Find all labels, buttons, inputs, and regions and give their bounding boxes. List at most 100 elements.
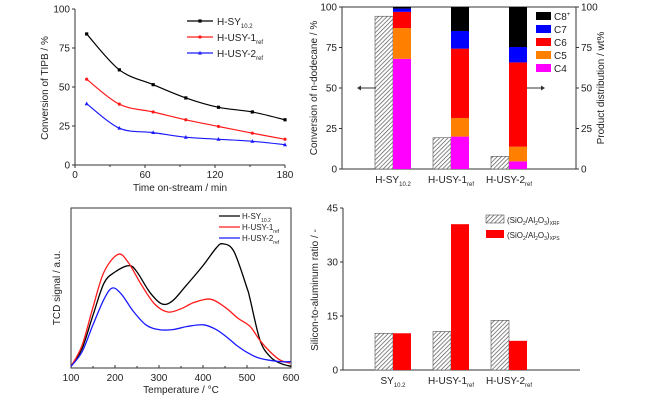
- tipb-legend-marker: [198, 50, 202, 55]
- dodecane-right-y-tick-label: 100: [581, 3, 598, 14]
- dodecane-y-tick-label: 75: [326, 43, 338, 54]
- tcd-signal-chart: TCD signal / a.u. Temperature / °C 100 20…: [52, 207, 300, 396]
- dodecane-stack-segment-c8: [509, 7, 527, 48]
- tcd-x-tick-label: 500: [239, 373, 256, 384]
- dodecane-stack-segment-c6: [393, 11, 411, 29]
- tipb-data-point: [85, 77, 89, 81]
- dodecane-category-label: H-USY-1ref: [428, 175, 474, 188]
- sar-category-label: H-USY-2ref: [486, 376, 532, 389]
- dodecane-right-y-tick-label: 0: [581, 165, 587, 176]
- dodecane-stack-segment-c5: [393, 28, 411, 59]
- dodecane-stack-segment-c6: [509, 62, 527, 147]
- dodecane-right-y-tick-label: 75: [581, 43, 593, 54]
- tipb-data-point: [250, 139, 255, 143]
- sar-xps-bar: [393, 333, 411, 370]
- tcd-legend-label: H-SY10.2: [242, 212, 271, 224]
- dodecane-legend-swatch: [536, 38, 551, 46]
- tcd-x-tick-label: 600: [283, 373, 300, 384]
- tcd-x-tick-label: 200: [107, 373, 124, 384]
- dodecane-legend-label: C4: [554, 64, 567, 75]
- tcd-x-tick-label: 300: [151, 373, 168, 384]
- sar-xrf-bar: [374, 332, 394, 371]
- dodecane-y-tick-label: 0: [331, 165, 337, 176]
- sar-xps-bar: [451, 224, 469, 370]
- tcd-y-axis-label: TCD signal / a.u.: [52, 251, 63, 325]
- tipb-data-point: [117, 125, 122, 130]
- dodecane-legend-swatch: [536, 25, 551, 33]
- tipb-x-tick-label: 0: [72, 170, 78, 181]
- tipb-legend-label: H-SY10.2: [217, 17, 253, 30]
- dodecane-conversion-chart: Conversion of n-dodecane / % Product dis…: [309, 3, 607, 189]
- tipb-x-tick-label: 180: [277, 170, 294, 181]
- dodecane-stack-segment-c5: [451, 117, 469, 137]
- dodecane-stack-segment-c8: [451, 7, 469, 31]
- dodecane-legend-label: C7: [554, 25, 567, 36]
- sar-y-tick-label: 45: [327, 204, 339, 215]
- tcd-x-tick-label: 100: [63, 373, 80, 384]
- tipb-x-tick-label: 120: [207, 170, 224, 181]
- dodecane-stack-segment-c4: [393, 58, 411, 170]
- dodecane-right-y-axis-label: Product distribution / wt%: [596, 31, 607, 144]
- tipb-data-point: [85, 32, 89, 36]
- dodecane-stack-segment-c6: [451, 48, 469, 118]
- dodecane-right-y-tick-label: 50: [581, 84, 593, 95]
- tipb-legend-label: H-USY-2ref: [217, 49, 263, 62]
- tipb-data-point: [216, 137, 221, 141]
- left-arrow-head-icon: [357, 85, 361, 91]
- dodecane-y-axis-label: Conversion of n-dodecane / %: [309, 21, 320, 156]
- dodecane-stack-segment-c4: [509, 161, 527, 169]
- dodecane-category-label: H-USY-2ref: [486, 175, 532, 188]
- dodecane-stack-segment-c7: [509, 47, 527, 63]
- dodecane-conversion-bar: [490, 156, 510, 170]
- tipb-x-axis-label: Time on-stream / min: [133, 183, 227, 194]
- sar-legend-label: (SiO2/Al2O3)XRF: [507, 216, 560, 227]
- dodecane-legend-label: C8+: [554, 12, 571, 23]
- dodecane-stack-segment-c7: [393, 8, 411, 12]
- dodecane-conversion-bar: [432, 137, 452, 170]
- dodecane-y-tick-label: 50: [326, 84, 338, 95]
- dodecane-legend-swatch: [536, 12, 551, 20]
- tipb-y-axis-label: Conversion of TIPB / %: [40, 36, 51, 140]
- tipb-series-line: [86, 78, 286, 140]
- tipb-data-point: [184, 96, 188, 100]
- tipb-data-point: [250, 131, 254, 135]
- tipb-y-tick-label: 100: [53, 5, 70, 16]
- tipb-data-point: [151, 83, 155, 87]
- sar-legend-swatch: [485, 214, 505, 224]
- sar-y-tick-label: 0: [332, 366, 338, 377]
- tipb-data-point: [117, 102, 121, 106]
- sar-legend-swatch: [486, 230, 504, 238]
- dodecane-stack-segment-c7: [451, 30, 469, 49]
- tcd-series-line: [70, 287, 292, 367]
- sar-chart: Silicon-to-aluminum ratio / - 0 15 30 45 SY1…: [310, 204, 580, 389]
- dodecane-legend-swatch: [536, 51, 551, 59]
- tipb-data-point: [283, 137, 287, 141]
- sar-y-axis-label: Silicon-to-aluminum ratio / -: [310, 229, 321, 351]
- dodecane-stack-segment-c8: [393, 7, 411, 9]
- sar-legend-label: (SiO2/Al2O3)XPS: [507, 231, 560, 242]
- tipb-data-point: [184, 118, 188, 122]
- sar-y-tick-label: 15: [327, 312, 339, 323]
- dodecane-stack-segment-c5: [509, 146, 527, 162]
- dodecane-legend-label: C5: [554, 51, 567, 62]
- tipb-x-tick-label: 60: [139, 170, 151, 181]
- tipb-y-tick-label: 50: [59, 83, 71, 94]
- tipb-data-point: [216, 124, 221, 129]
- tcd-legend-label: H-USY-1ref: [242, 223, 280, 235]
- sar-category-label: H-USY-1ref: [428, 376, 474, 389]
- tcd-frame: [70, 207, 292, 369]
- dodecane-legend-swatch: [536, 64, 551, 72]
- tcd-legend-label: H-USY-2ref: [242, 234, 280, 246]
- dodecane-y-tick-label: 100: [320, 3, 337, 14]
- tipb-y-tick-label: 0: [64, 161, 70, 172]
- tcd-series-line: [70, 253, 291, 367]
- sar-y-tick-label: 30: [327, 258, 339, 269]
- sar-xps-bar: [509, 340, 527, 370]
- tipb-data-point: [117, 68, 121, 72]
- tipb-conversion-chart: Conversion of TIPB / % Time on-stream / …: [40, 5, 294, 195]
- sar-xrf-bar: [490, 320, 510, 371]
- tcd-x-axis-label: Temperature / °C: [143, 385, 219, 396]
- tcd-series-line: [70, 243, 292, 368]
- tipb-data-point: [151, 130, 156, 135]
